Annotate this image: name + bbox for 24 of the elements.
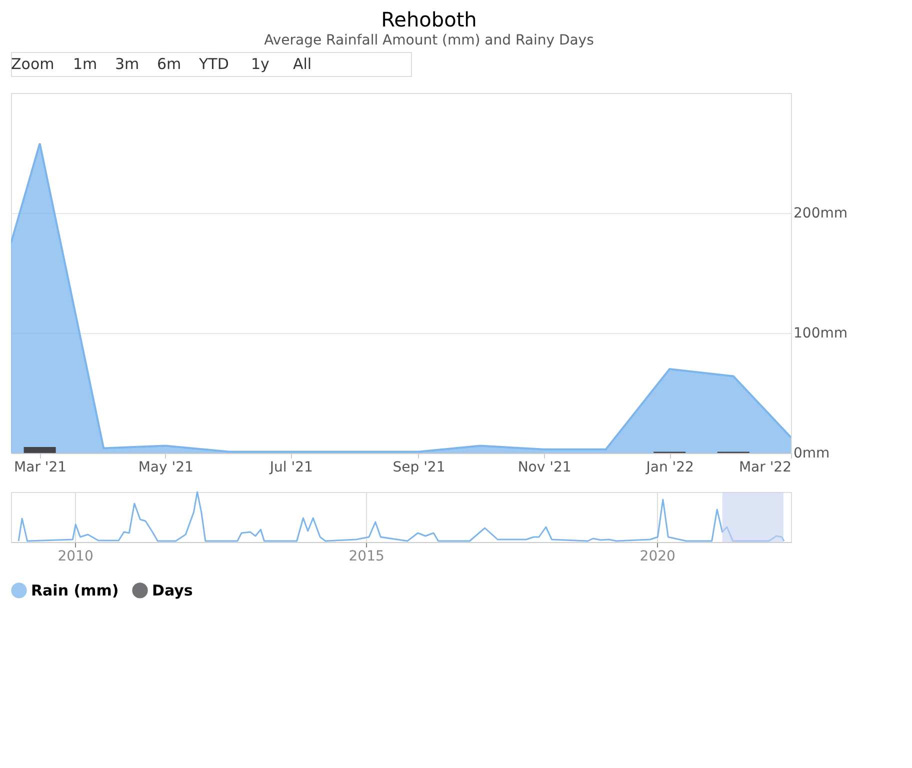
y-tick-label: 200mm xyxy=(794,206,848,222)
x-tick-label: 2010 xyxy=(58,548,94,564)
y-tick-label: 0mm xyxy=(794,446,830,462)
chart-subtitle: Average Rainfall Amount (mm) and Rainy Days xyxy=(264,32,594,48)
x-tick-label: Sep '21 xyxy=(392,460,446,476)
x-tick-label: Jul '21 xyxy=(268,460,313,476)
y-tick-label: 100mm xyxy=(794,326,848,342)
text: 3m xyxy=(115,55,140,73)
x-tick-label: Nov '21 xyxy=(518,460,572,476)
x-tick-label: 2020 xyxy=(640,548,676,564)
text: 1m xyxy=(73,55,98,73)
x-tick-label: Mar '22 xyxy=(738,460,792,476)
x-tick-label: Mar '21 xyxy=(14,460,67,476)
text: All xyxy=(293,55,312,73)
text: 1y xyxy=(251,55,270,73)
x-tick-label: May '21 xyxy=(138,460,194,476)
text: 6m xyxy=(157,55,182,73)
x-tick-label: 2015 xyxy=(348,548,384,564)
chart-title: Rehoboth xyxy=(381,8,477,32)
text: YTD xyxy=(198,55,229,73)
legend-label: Rain (mm) xyxy=(31,581,119,600)
legend-label: Days xyxy=(152,581,193,600)
text: Zoom xyxy=(11,55,54,73)
x-tick-label: Jan '22 xyxy=(645,460,694,476)
